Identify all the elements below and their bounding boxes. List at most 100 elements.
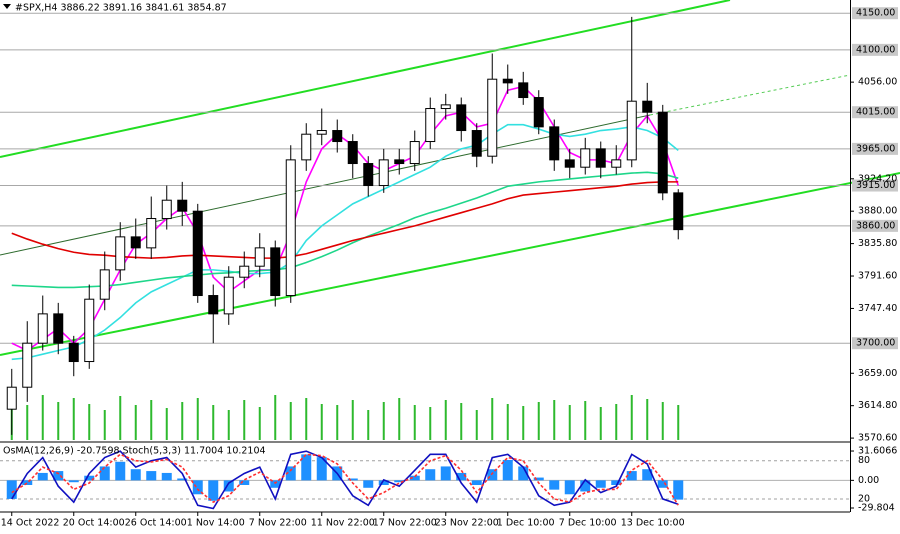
volume-bar bbox=[444, 400, 447, 440]
y-tick-label: 3924.20 bbox=[858, 173, 897, 184]
candle-body bbox=[533, 97, 544, 128]
volume-bar bbox=[382, 402, 385, 440]
candle-body bbox=[564, 159, 575, 168]
level-label: 3965.00 bbox=[856, 143, 895, 154]
y-tick-label: 3747.40 bbox=[858, 303, 897, 314]
osma-bar bbox=[347, 478, 358, 481]
osma-bar bbox=[316, 457, 327, 481]
osma-bar bbox=[37, 472, 48, 481]
candle-body bbox=[394, 159, 405, 165]
candle-body bbox=[471, 130, 482, 157]
y2-tick-label: 20 bbox=[858, 493, 870, 504]
osma-bar bbox=[611, 480, 622, 485]
volume-bar bbox=[57, 402, 60, 440]
y-tick-label: 3835.80 bbox=[858, 238, 897, 249]
x-tick-label: 26 Oct 14:00 bbox=[125, 518, 187, 529]
candle-body bbox=[487, 78, 498, 157]
volume-bar bbox=[227, 410, 230, 440]
menu-arrow bbox=[3, 4, 11, 9]
osma-bar bbox=[208, 480, 219, 501]
chart-title: #SPX,H4 3886.22 3891.16 3841.61 3854.87 bbox=[15, 3, 227, 14]
x-tick-label: 23 Nov 22:00 bbox=[435, 518, 499, 529]
osma-bar bbox=[456, 472, 467, 481]
volume-bar bbox=[212, 405, 215, 440]
candle-body bbox=[68, 342, 79, 363]
volume-bar bbox=[537, 402, 540, 440]
candle-body bbox=[502, 78, 513, 84]
osma-bar bbox=[642, 469, 653, 481]
osma-bar bbox=[363, 480, 374, 488]
x-tick-label: 17 Nov 22:00 bbox=[373, 518, 437, 529]
volume-bar bbox=[615, 404, 618, 440]
candle-body bbox=[285, 159, 296, 297]
level-label: 3700.00 bbox=[856, 338, 895, 349]
candle-body bbox=[192, 210, 203, 297]
volume-bar bbox=[584, 401, 587, 440]
y-tick-label: -29.804 bbox=[858, 503, 895, 514]
volume-bar bbox=[398, 398, 401, 440]
y-tick-label: 3659.00 bbox=[858, 368, 897, 379]
candle-body bbox=[146, 218, 157, 249]
volume-bar bbox=[460, 403, 463, 440]
volume-bar bbox=[258, 407, 261, 440]
indicator-line bbox=[11, 450, 679, 510]
volume-bar bbox=[351, 400, 354, 440]
osma-bar bbox=[130, 469, 141, 481]
osma-bar bbox=[239, 480, 250, 485]
indicator-title: OsMA(12,26,9) -20.7598 Stoch(5,3,3) 11.7… bbox=[3, 446, 266, 457]
candle-body bbox=[270, 247, 281, 297]
candle-body bbox=[22, 342, 33, 388]
indicator-line bbox=[11, 453, 679, 506]
volume-bar bbox=[568, 405, 571, 440]
level-label: 4015.00 bbox=[856, 107, 895, 118]
candle-body bbox=[254, 247, 265, 267]
y-tick-label: 31.6066 bbox=[858, 446, 897, 457]
osma-bar bbox=[192, 480, 203, 495]
osma-bar bbox=[99, 466, 110, 481]
volume-bar bbox=[88, 404, 91, 440]
x-tick-label: 11 Nov 22:00 bbox=[311, 518, 375, 529]
volume-bar bbox=[475, 410, 478, 440]
volume-bar bbox=[646, 399, 649, 440]
osma-bar bbox=[487, 469, 498, 481]
volume-bar bbox=[413, 405, 416, 440]
level-box bbox=[852, 142, 898, 155]
level-box bbox=[852, 43, 898, 56]
trend-lines bbox=[0, 0, 900, 356]
osma-bar bbox=[502, 459, 513, 481]
volume-bar bbox=[305, 398, 308, 440]
osma-bar bbox=[657, 480, 668, 488]
y-tick-label: 3880.00 bbox=[858, 206, 897, 217]
level-label: 4100.00 bbox=[856, 44, 895, 55]
x-tick-label: 20 Oct 14:00 bbox=[63, 518, 125, 529]
osma-bar bbox=[673, 480, 684, 500]
channel-lower bbox=[0, 172, 900, 356]
osma-bar bbox=[270, 480, 281, 488]
candle-body bbox=[316, 130, 327, 135]
candle-body bbox=[99, 269, 110, 300]
volume-bar bbox=[491, 398, 494, 440]
x-tick-label: 14 Oct 2022 bbox=[1, 518, 60, 529]
y-tick-label: 4056.00 bbox=[858, 77, 897, 88]
candle-body bbox=[161, 199, 172, 220]
volume-bar bbox=[41, 395, 44, 440]
candle-body bbox=[177, 199, 188, 212]
candle-body bbox=[208, 295, 219, 315]
osma-bar bbox=[146, 471, 157, 481]
candle-body bbox=[378, 159, 389, 187]
osma-bar bbox=[161, 472, 172, 481]
volume-bar bbox=[429, 407, 432, 440]
candle-body bbox=[53, 313, 64, 344]
candle-body bbox=[549, 126, 560, 161]
volume-bar bbox=[134, 405, 137, 440]
indicator-line bbox=[11, 123, 679, 361]
candle-body bbox=[84, 298, 95, 363]
x-tick-label: 7 Nov 22:00 bbox=[249, 518, 307, 529]
channel-middle bbox=[0, 114, 651, 256]
osma-bar bbox=[533, 477, 544, 481]
osma-bar bbox=[53, 471, 64, 481]
level-label: 3915.00 bbox=[856, 180, 895, 191]
osma-bar bbox=[223, 480, 234, 492]
volume-bar bbox=[677, 405, 680, 440]
